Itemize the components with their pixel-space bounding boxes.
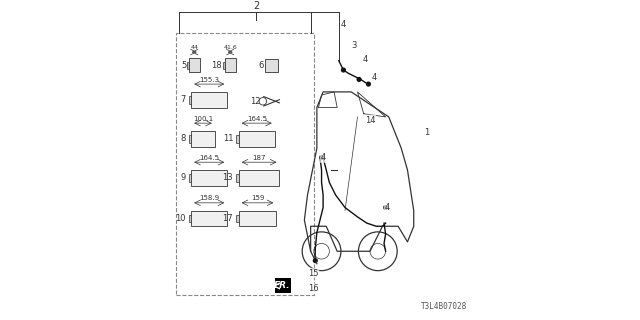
Text: 8: 8 (180, 134, 186, 143)
Bar (189, 96, 191, 104)
Text: 44: 44 (190, 45, 198, 51)
Bar (239, 131, 275, 147)
Bar (191, 211, 227, 226)
Text: 14: 14 (365, 116, 375, 124)
Bar (236, 174, 239, 182)
Text: 4: 4 (341, 20, 346, 29)
Text: 17: 17 (223, 214, 233, 223)
Circle shape (314, 259, 317, 262)
Text: 1: 1 (424, 128, 429, 137)
Text: 11: 11 (223, 134, 233, 143)
Bar (189, 214, 191, 222)
Bar (187, 61, 189, 69)
Bar (189, 174, 191, 182)
Text: 41.6: 41.6 (223, 45, 237, 51)
Text: 7: 7 (180, 95, 186, 104)
Bar (236, 214, 239, 222)
Text: 3: 3 (352, 41, 357, 50)
Bar (189, 135, 191, 143)
Bar (191, 170, 227, 186)
Text: 187: 187 (252, 155, 266, 161)
Text: 10: 10 (175, 214, 186, 223)
Text: 6: 6 (259, 61, 264, 70)
Text: 100.1: 100.1 (193, 116, 213, 122)
Text: 5: 5 (181, 61, 186, 70)
Text: 158.9: 158.9 (199, 195, 220, 201)
Bar (239, 211, 276, 226)
Circle shape (320, 156, 323, 159)
Circle shape (384, 206, 387, 209)
Text: 13: 13 (223, 173, 233, 182)
Bar (236, 135, 239, 143)
Bar (239, 170, 280, 186)
Text: 4: 4 (321, 153, 326, 162)
Circle shape (342, 68, 346, 72)
Text: 2: 2 (253, 1, 259, 11)
Bar (225, 58, 236, 72)
Bar (191, 92, 227, 108)
Bar (275, 278, 291, 293)
Text: FR.: FR. (274, 282, 290, 291)
Text: T3L4B07028: T3L4B07028 (420, 302, 467, 311)
Text: 4: 4 (363, 55, 368, 64)
Bar (266, 59, 278, 72)
Text: 4: 4 (372, 73, 378, 82)
Text: 16: 16 (308, 284, 319, 293)
Text: 159: 159 (251, 195, 264, 201)
Text: 18: 18 (212, 61, 222, 70)
Text: 15: 15 (308, 268, 318, 278)
Circle shape (357, 77, 361, 81)
Text: 164.5: 164.5 (199, 155, 220, 161)
Bar (189, 58, 200, 72)
Text: 4: 4 (385, 203, 390, 212)
Text: 164.5: 164.5 (247, 116, 267, 122)
Text: 12: 12 (250, 97, 260, 106)
Bar (191, 131, 214, 147)
Text: 9: 9 (180, 173, 186, 182)
Circle shape (367, 82, 371, 86)
Bar (223, 61, 225, 69)
Text: 155.3: 155.3 (199, 76, 220, 83)
Bar (176, 33, 314, 295)
